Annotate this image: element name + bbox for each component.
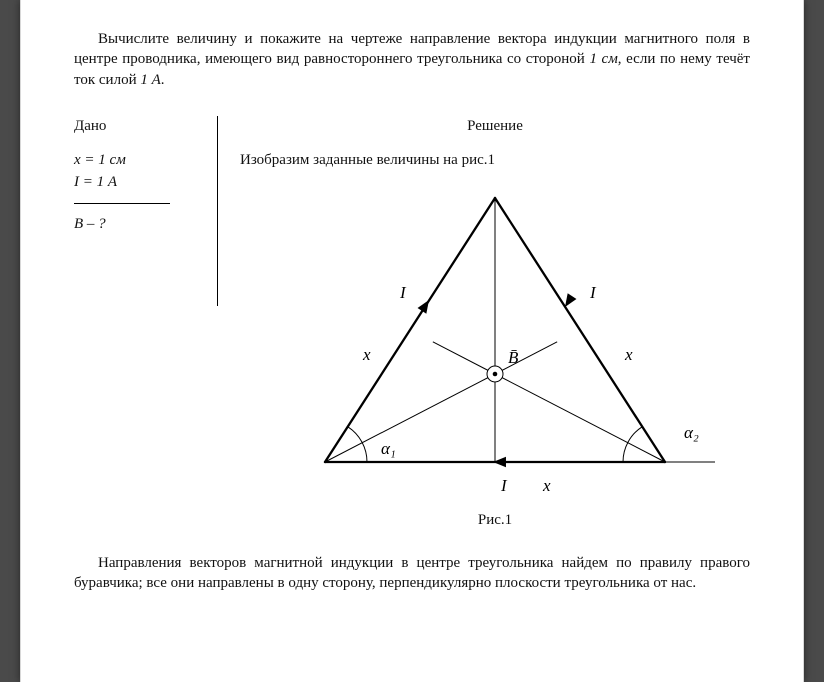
svg-text:I: I bbox=[500, 476, 508, 495]
solution-column: Решение Изобразим заданные величины на р… bbox=[218, 116, 750, 549]
problem-end: . bbox=[161, 72, 165, 88]
given-rule bbox=[74, 203, 170, 204]
given-column: Дано x = 1 см I = 1 А B – ? bbox=[74, 116, 218, 549]
figure-caption: Рис.1 bbox=[240, 510, 750, 530]
svg-text:I: I bbox=[399, 283, 407, 302]
svg-text:α₂: α₂ bbox=[684, 423, 699, 442]
svg-text:B̄: B̄ bbox=[508, 348, 519, 367]
figure-wrapper: I I Ix x x B̄ α₁ α₂ bbox=[240, 180, 750, 500]
svg-text:x: x bbox=[362, 345, 371, 364]
page: Вычислите величину и покажите на чертеже… bbox=[20, 0, 804, 682]
solution-text: Изобразим заданные величины на рис.1 bbox=[240, 150, 750, 170]
columns: Дано x = 1 см I = 1 А B – ? Решение Изоб… bbox=[74, 116, 750, 549]
side-value: 1 см bbox=[589, 51, 617, 67]
svg-text:x: x bbox=[624, 345, 633, 364]
triangle-figure: I I Ix x x B̄ α₁ α₂ bbox=[245, 180, 745, 500]
svg-text:x: x bbox=[542, 476, 551, 495]
svg-text:I: I bbox=[589, 283, 597, 302]
given-x: x = 1 см bbox=[74, 150, 204, 170]
current-value: 1 А bbox=[140, 72, 160, 88]
given-heading: Дано bbox=[74, 116, 204, 136]
given-I: I = 1 А bbox=[74, 172, 204, 192]
final-paragraph: Направления векторов магнитной индукции … bbox=[74, 553, 750, 594]
svg-text:α₁: α₁ bbox=[381, 439, 396, 458]
find-B: B – ? bbox=[74, 214, 204, 234]
column-divider bbox=[217, 116, 218, 306]
solution-heading: Решение bbox=[240, 116, 750, 136]
problem-statement: Вычислите величину и покажите на чертеже… bbox=[74, 29, 750, 90]
